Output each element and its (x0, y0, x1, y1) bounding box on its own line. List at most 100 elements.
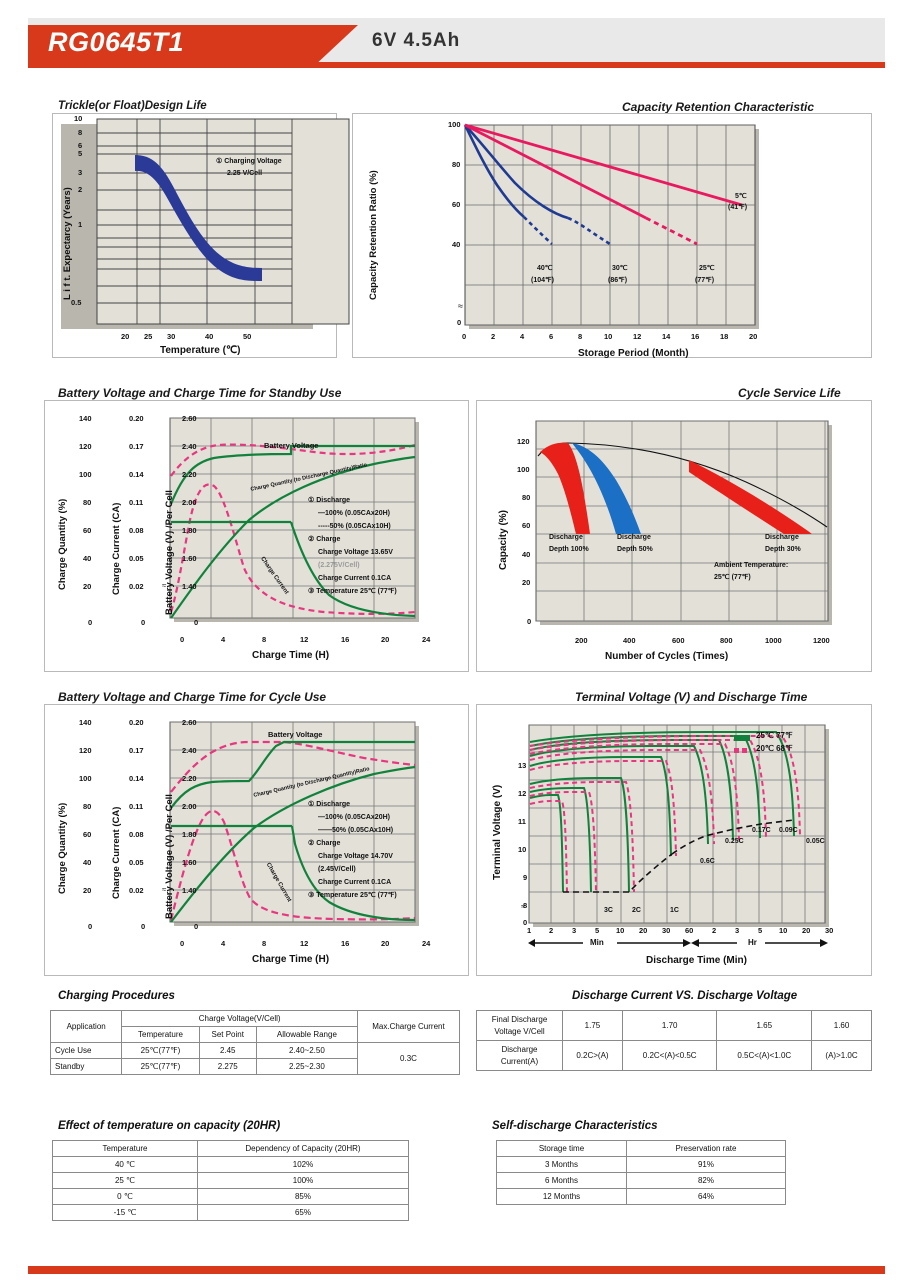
cell-voltage-4: 1.60 (811, 1009, 872, 1042)
terminal-ylabel: Terminal Voltage (V) (492, 784, 503, 880)
cell-allowable-standby: 2.25~2.30 (255, 1058, 358, 1075)
standby-legend-2: —100% (0.05CAx20H) (318, 510, 390, 517)
cycle-use-legend-1: ① Discharge (308, 801, 351, 808)
cycle-use-legend-7: Charge Current 0.1CA (318, 879, 392, 886)
cell-dep-25: 100% (197, 1172, 409, 1189)
cell-temp-25: 25 ℃ (52, 1172, 198, 1189)
table-row: Storage time Preservation rate (496, 1140, 786, 1157)
cycle-use-legend-3: ——50% (0.05CAx10H) (318, 827, 394, 834)
row-label-discharge-current-a: Discharge (501, 1045, 538, 1055)
standby-legend-8: ③ Temperature 25℃ (77℉) (308, 588, 397, 595)
cell-dep-40: 102% (197, 1156, 409, 1173)
terminal-axis-group-min: Min (590, 938, 604, 947)
header-accent-bar (28, 62, 885, 68)
cycle-use-legend-2: —100% (0.05CAx20H) (318, 814, 390, 821)
band-label-100-b: Depth 100% (549, 546, 589, 553)
label-40c: 40℃ (537, 265, 553, 272)
trickle-ylabel: L i f t. Expectarcy (Years) (62, 187, 73, 300)
table-row: 25 ℃ 100% (52, 1172, 409, 1189)
col-temperature: Temperature (121, 1026, 200, 1043)
band-label-50-a: Discharge (617, 534, 651, 541)
col-storage-time-header: Storage time (496, 1140, 627, 1157)
discharge-vs-title: Discharge Current VS. Discharge Voltage (572, 990, 798, 1002)
table-row: 6 Months 82% (496, 1172, 786, 1189)
standby-plot: ≈ (162, 417, 419, 622)
cycle-use-legend-4: ② Charge (308, 840, 341, 847)
row-label-final-discharge-b: Voltage V/Cell (494, 1026, 545, 1036)
cell-temp-0: 0 ℃ (52, 1188, 198, 1205)
cell-temp-cycle: 25℃(77℉) (121, 1042, 200, 1059)
table-row: 3 Months 91% (496, 1156, 786, 1173)
trickle-xlabel: Temperature (℃) (160, 345, 241, 356)
cycle-use-xlabel: Charge Time (H) (252, 954, 330, 965)
svg-text:≈: ≈ (458, 301, 463, 311)
col-dependency-header: Dependency of Capacity (20HR) (197, 1140, 409, 1157)
label-5f: (41℉) (728, 204, 748, 211)
cell-application-cycle: Cycle Use (49, 1042, 123, 1059)
rate-label-06c: 0.6C (700, 858, 715, 865)
standby-legend-3: -----50% (0.05CAx10H) (318, 523, 391, 530)
rate-label-3c: 3C (604, 907, 613, 914)
cycle-use-legend-8: ③ Temperature 25℃ (77℉) (308, 892, 397, 899)
effect-temp-title: Effect of temperature on capacity (20HR) (58, 1120, 281, 1132)
standby-legend-6: (2.275V/Cell) (318, 562, 360, 569)
trickle-plot (61, 118, 350, 329)
col-allowable-range: Allowable Range (255, 1026, 358, 1043)
terminal-plot: ≈ (521, 724, 829, 927)
cell-current-3: 0.5C<(A)<1.0C (716, 1040, 813, 1072)
terminal-axis-arrows (528, 939, 828, 947)
terminal-legend-20c: 20℃ 68℉ (756, 744, 793, 753)
standby-ylabel-3: Battery Voltage (V) /Per Cell (164, 490, 175, 615)
cell-application-standby: Standby (49, 1058, 123, 1075)
capacity-retention-plot: ≈ (458, 123, 759, 329)
cycle-service-title: Cycle Service Life (738, 386, 841, 400)
band-label-30-b: Depth 30% (765, 546, 801, 553)
standby-title: Battery Voltage and Charge Time for Stan… (58, 386, 342, 400)
cell-setpoint-cycle: 2.45 (198, 1042, 257, 1059)
rate-label-009c: 0.09C (779, 827, 798, 834)
cell-storage-3m: 3 Months (496, 1156, 627, 1173)
table-row: Discharge Current(A) 0.2C>(A) 0.2C<(A)<0… (476, 1040, 872, 1072)
rate-label-005c: 0.05C (806, 838, 825, 845)
rate-label-2c: 2C (632, 907, 641, 914)
row-label-discharge-current-b: Current(A) (500, 1056, 539, 1066)
cycle-service-plot (535, 420, 832, 625)
terminal-title: Terminal Voltage (V) and Discharge Time (575, 690, 808, 704)
svg-text:≈: ≈ (162, 885, 167, 894)
col-preservation-header: Preservation rate (626, 1140, 786, 1157)
cycle-service-xlabel: Number of Cycles (Times) (605, 651, 729, 662)
cycle-use-legend-5: Charge Voltage 14.70V (318, 853, 393, 860)
cell-voltage-1: 1.75 (562, 1009, 623, 1042)
page-header: RG0645T1 6V 4.5Ah (0, 0, 905, 78)
battery-spec: 6V 4.5Ah (372, 30, 461, 51)
rate-label-1c: 1C (670, 907, 679, 914)
cell-rate-6m: 82% (626, 1172, 786, 1189)
standby-legend-7: Charge Current 0.1CA (318, 575, 392, 582)
cell-allowable-cycle: 2.40~2.50 (255, 1042, 358, 1059)
standby-xlabel: Charge Time (H) (252, 650, 330, 661)
cell-rate-3m: 91% (626, 1156, 786, 1173)
cell-storage-6m: 6 Months (496, 1172, 627, 1189)
cycle-use-legend-6: (2.45V/Cell) (318, 866, 356, 873)
col-temperature-header: Temperature (52, 1140, 198, 1157)
table-row: Final Discharge Voltage V/Cell 1.75 1.70… (476, 1009, 872, 1042)
cell-dep-0: 85% (197, 1188, 409, 1205)
standby-ylabel-2: Charge Current (CA) (111, 502, 122, 595)
label-25c: 25℃ (699, 265, 715, 272)
cycle-use-title: Battery Voltage and Charge Time for Cycl… (58, 690, 327, 704)
cell-rate-12m: 64% (626, 1188, 786, 1205)
band-label-50-b: Depth 50% (617, 546, 653, 553)
standby-legend-1: ① Discharge (308, 497, 351, 504)
trickle-annotation-2: 2.25 V/Cell (227, 170, 263, 177)
row-label-final-discharge-a: Final Discharge (491, 1015, 548, 1024)
cycle-use-curve-battery-voltage: Battery Voltage (268, 730, 323, 739)
table-row: Temperature Dependency of Capacity (20HR… (52, 1140, 409, 1157)
trickle-annotation-1: ① Charging Voltage (216, 158, 282, 165)
label-25f: (77℉) (695, 277, 715, 284)
terminal-legend-25c: 25℃ 77℉ (756, 731, 793, 740)
table-row: Application Charge Voltage(V/Cell) Max.C… (49, 1010, 461, 1043)
cell-max-charge-current: 0.3C (356, 1042, 461, 1075)
battery-model: RG0645T1 (48, 27, 185, 57)
cell-voltage-2: 1.70 (621, 1009, 718, 1042)
cycle-service-ambient-2: 25℃ (77℉) (714, 574, 751, 581)
